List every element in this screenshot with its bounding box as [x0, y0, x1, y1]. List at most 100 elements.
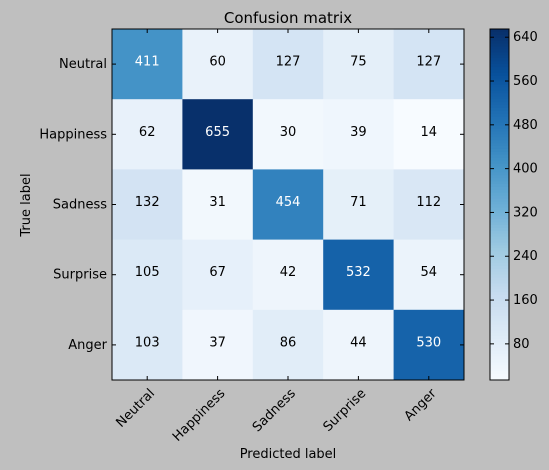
colorbar-tick-label: 240	[513, 249, 538, 264]
colorbar-segment	[490, 222, 509, 226]
colorbar-segment	[490, 263, 509, 267]
colorbar-segment	[490, 64, 509, 68]
cell-value-label: 42	[280, 265, 297, 280]
colorbar-segment	[490, 265, 509, 270]
colorbar-segment	[490, 110, 509, 115]
colorbar-segment	[490, 306, 509, 311]
colorbar-segment	[490, 40, 509, 45]
colorbar-segment	[490, 268, 509, 273]
cell-value-label: 411	[135, 55, 160, 70]
heatmap-cell	[112, 99, 183, 170]
colorbar-segment	[490, 377, 509, 381]
y-tick-label: Surprise	[53, 268, 107, 283]
x-tick-label: Neutral	[113, 386, 158, 431]
colorbar-tick-label: 480	[513, 118, 538, 133]
cell-value-label: 532	[346, 265, 371, 280]
colorbar-segment	[490, 251, 509, 255]
colorbar-segment	[490, 49, 509, 53]
colorbar-segment	[490, 72, 509, 77]
colorbar-segment	[490, 289, 509, 293]
heatmap-cell	[323, 309, 395, 381]
colorbar-segment	[490, 37, 509, 42]
colorbar-segment	[490, 330, 509, 334]
colorbar-segment	[490, 69, 509, 74]
colorbar-segment	[490, 204, 509, 209]
colorbar-segment	[490, 122, 509, 127]
colorbar-segment	[490, 160, 509, 165]
colorbar-segment	[490, 227, 509, 232]
colorbar-segment	[490, 140, 509, 144]
heatmap-cell	[323, 99, 395, 170]
colorbar-segment	[490, 137, 509, 141]
colorbar-segment	[490, 181, 509, 185]
colorbar-tick-label: 160	[513, 293, 538, 308]
heatmap-cell	[252, 309, 324, 381]
cell-value-label: 86	[280, 335, 297, 350]
cell-value-label: 71	[350, 195, 367, 210]
heatmap-cell	[252, 99, 324, 170]
cell-value-label: 112	[416, 195, 441, 210]
colorbar-segment	[490, 52, 509, 56]
colorbar-segment	[490, 242, 509, 247]
colorbar-segment	[490, 233, 509, 238]
cell-value-label: 60	[209, 55, 226, 70]
y-tick-label: Sadness	[53, 198, 107, 213]
colorbar-segment	[490, 125, 509, 130]
colorbar-segment	[490, 333, 509, 337]
colorbar-segment	[490, 356, 509, 361]
colorbar-segment	[490, 31, 509, 36]
colorbar-tick-label: 320	[513, 205, 538, 220]
colorbar-segment	[490, 260, 509, 264]
colorbar-segment	[490, 245, 509, 249]
x-tick-label: Sadness	[250, 386, 299, 435]
heatmap-cell	[323, 239, 395, 311]
heatmap-cell	[252, 239, 324, 311]
cell-value-label: 132	[135, 195, 160, 210]
x-tick-label: Anger	[402, 386, 440, 424]
colorbar-tick-label: 560	[513, 74, 538, 89]
colorbar-segment	[490, 134, 509, 138]
colorbar-segment	[490, 295, 509, 299]
colorbar-segment	[490, 29, 509, 33]
colorbar-segment	[490, 365, 509, 369]
colorbar-segment	[490, 90, 509, 94]
heatmap-cell	[252, 169, 324, 241]
colorbar-segment	[490, 107, 509, 112]
colorbar-segment	[490, 175, 509, 179]
colorbar-segment	[490, 154, 509, 159]
colorbar-segment	[490, 339, 509, 343]
y-axis: Neutral Happiness Sadness Surprise Anger	[39, 57, 464, 353]
colorbar-segment	[490, 315, 509, 320]
colorbar-segment	[490, 336, 509, 340]
cell-value-label: 75	[350, 55, 367, 70]
heatmap-cell	[323, 29, 395, 100]
colorbar-segment	[490, 163, 509, 168]
colorbar-segment	[490, 371, 509, 375]
colorbar-segment	[490, 34, 509, 39]
heatmap-cell	[252, 29, 324, 100]
colorbar-segment	[490, 169, 509, 173]
heatmap-cell	[182, 169, 254, 241]
heatmap-cell	[182, 99, 254, 170]
colorbar-segment	[490, 280, 509, 285]
y-tick-label: Anger	[68, 338, 107, 353]
colorbar-segment	[490, 131, 509, 135]
colorbar-segment	[490, 359, 509, 364]
colorbar-segment	[490, 146, 509, 150]
heatmap-cell	[393, 29, 465, 100]
colorbar-segment	[490, 224, 509, 229]
cell-value-label: 39	[350, 125, 367, 140]
cell-value-label: 31	[209, 195, 226, 210]
colorbar-segment	[490, 192, 509, 197]
colorbar-segment	[490, 301, 509, 305]
colorbar-segment	[490, 219, 509, 223]
y-axis-label: True label	[19, 173, 34, 237]
colorbar-segment	[490, 58, 509, 62]
colorbar-segment	[490, 116, 509, 121]
y-tick-label: Happiness	[39, 127, 107, 142]
colorbar-segment	[490, 184, 509, 188]
colorbar-segment	[490, 327, 509, 331]
heatmap-cell	[393, 239, 465, 311]
colorbar-segment	[490, 43, 509, 48]
